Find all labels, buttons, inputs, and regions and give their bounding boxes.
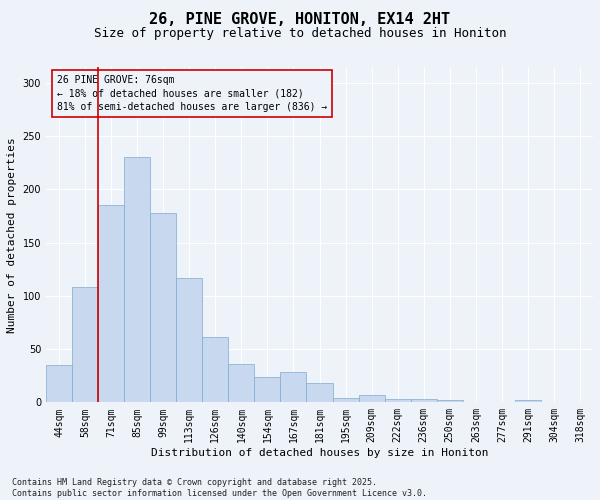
Text: 26, PINE GROVE, HONITON, EX14 2HT: 26, PINE GROVE, HONITON, EX14 2HT	[149, 12, 451, 28]
Bar	[254, 377, 280, 402]
Bar	[332, 398, 359, 402]
Text: 26 PINE GROVE: 76sqm
← 18% of detached houses are smaller (182)
81% of semi-deta: 26 PINE GROVE: 76sqm ← 18% of detached h…	[57, 76, 327, 112]
X-axis label: Distribution of detached houses by size in Honiton: Distribution of detached houses by size …	[151, 448, 488, 458]
Text: Contains HM Land Registry data © Crown copyright and database right 2025.
Contai: Contains HM Land Registry data © Crown c…	[12, 478, 427, 498]
Text: Size of property relative to detached houses in Honiton: Size of property relative to detached ho…	[94, 28, 506, 40]
Bar	[385, 399, 410, 402]
Y-axis label: Number of detached properties: Number of detached properties	[7, 137, 17, 332]
Bar	[202, 338, 229, 402]
Bar	[176, 278, 202, 402]
Bar	[359, 395, 385, 402]
Bar	[150, 213, 176, 402]
Bar	[307, 383, 332, 402]
Bar	[280, 372, 307, 402]
Bar	[229, 364, 254, 403]
Bar	[410, 399, 437, 402]
Bar	[98, 206, 124, 402]
Bar	[46, 365, 72, 403]
Bar	[72, 288, 98, 403]
Bar	[515, 400, 541, 402]
Bar	[437, 400, 463, 402]
Bar	[124, 158, 150, 402]
